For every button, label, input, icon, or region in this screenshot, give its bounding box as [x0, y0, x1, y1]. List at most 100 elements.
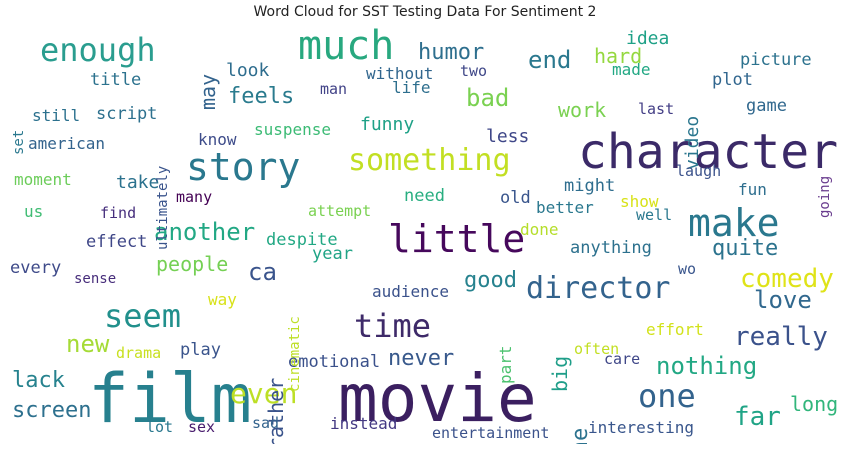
word-take: take: [116, 172, 160, 193]
word-effect: effect: [86, 232, 148, 252]
word-attempt: attempt: [308, 202, 372, 220]
word-picture: picture: [740, 50, 812, 70]
word-sense: sense: [74, 271, 117, 287]
word-part: part: [496, 345, 515, 385]
word-better: better: [536, 198, 594, 217]
word-title: title: [90, 70, 142, 90]
word-life: life: [392, 78, 431, 97]
word-enough: enough: [40, 31, 156, 69]
word-sad: sad: [252, 414, 280, 432]
word-often: often: [574, 340, 620, 358]
word-really: really: [734, 322, 828, 352]
word-story: story: [186, 145, 301, 189]
word-suspense: suspense: [254, 120, 332, 139]
word-cloud: movie film character much story make little som…: [8, 26, 843, 444]
word-still: still: [32, 106, 81, 125]
word-year: year: [312, 244, 353, 264]
word-two: two: [460, 62, 488, 80]
word-fun: fun: [738, 180, 767, 199]
word-without: without: [366, 64, 434, 83]
word-little: little: [388, 217, 526, 261]
word-another: another: [154, 218, 256, 246]
word-plot: plot: [712, 70, 753, 90]
word-wo: wo: [678, 260, 697, 278]
word-audience: audience: [372, 282, 450, 301]
word-much: much: [298, 26, 395, 69]
word-never: never: [388, 346, 455, 371]
word-good: good: [464, 268, 517, 293]
word-nothing: nothing: [656, 352, 758, 380]
word-long: long: [790, 392, 839, 416]
word-big: big: [548, 355, 572, 392]
word-something: something: [348, 143, 511, 178]
word-instead: instead: [330, 414, 398, 433]
word-even: even: [230, 377, 298, 410]
word-director: director: [526, 271, 671, 306]
word-well: well: [636, 206, 673, 224]
word-look: look: [226, 60, 270, 81]
word-moment: moment: [14, 170, 72, 189]
word-drama: drama: [116, 344, 162, 362]
word-effort: effort: [646, 320, 704, 339]
word-hard: hard: [594, 44, 643, 68]
word-cinematic: cinematic: [287, 315, 303, 392]
word-rather: rather: [264, 377, 288, 444]
word-set: set: [11, 129, 27, 156]
word-many: many: [176, 188, 213, 206]
word-make: make: [688, 201, 780, 245]
word-despite: despite: [266, 230, 338, 250]
word-old: old: [500, 188, 531, 208]
word-may: may: [196, 73, 220, 110]
word-might: might: [564, 176, 616, 196]
word-show: show: [620, 192, 659, 211]
word-going: going: [817, 175, 833, 218]
word-know: know: [198, 130, 237, 149]
word-film: film: [88, 360, 252, 439]
word-end: end: [528, 46, 572, 74]
word-character: character: [578, 124, 839, 180]
word-bad: bad: [466, 84, 510, 112]
word-us: us: [24, 202, 44, 221]
word-humor: humor: [418, 40, 485, 65]
word-last: last: [638, 100, 675, 118]
word-lot: lot: [146, 418, 174, 436]
word-game: game: [746, 96, 787, 116]
word-way: way: [208, 290, 237, 309]
word-made: made: [612, 60, 651, 79]
word-find: find: [100, 204, 137, 222]
word-lack: lack: [12, 368, 65, 393]
chart-title: Word Cloud for SST Testing Data For Sent…: [253, 4, 597, 20]
word-far: far: [734, 402, 781, 432]
word-man: man: [320, 80, 348, 98]
word-interesting: interesting: [588, 418, 694, 437]
word-every: every: [10, 258, 62, 278]
word-american: american: [28, 134, 106, 153]
word-idea: idea: [626, 28, 670, 49]
word-funny: funny: [360, 114, 415, 135]
word-work: work: [558, 98, 607, 122]
word-less: less: [486, 126, 530, 147]
word-seem: seem: [104, 297, 182, 335]
word-need: need: [404, 186, 445, 206]
word-done: done: [520, 220, 559, 239]
word-screen: screen: [12, 398, 92, 423]
word-script: script: [96, 104, 158, 124]
word-care: care: [604, 350, 641, 368]
word-emotional: emotional: [288, 352, 381, 372]
word-play: play: [180, 340, 221, 360]
word-anything: anything: [570, 238, 652, 258]
word-entertainment: entertainment: [432, 424, 550, 442]
word-feels: feels: [228, 84, 295, 109]
word-laugh: laugh: [676, 162, 722, 180]
word-one: one: [638, 377, 696, 415]
word-ultimately: ultimately: [155, 165, 171, 250]
word-new: new: [66, 330, 110, 358]
word-time: time: [354, 307, 432, 345]
word-movie: movie: [338, 360, 537, 437]
word-quite: quite: [712, 236, 779, 261]
word-ca: ca: [248, 258, 277, 286]
word-comedy: comedy: [740, 264, 834, 294]
word-people: people: [156, 252, 229, 276]
word-love: love: [754, 286, 812, 314]
word-sex: sex: [188, 418, 216, 436]
